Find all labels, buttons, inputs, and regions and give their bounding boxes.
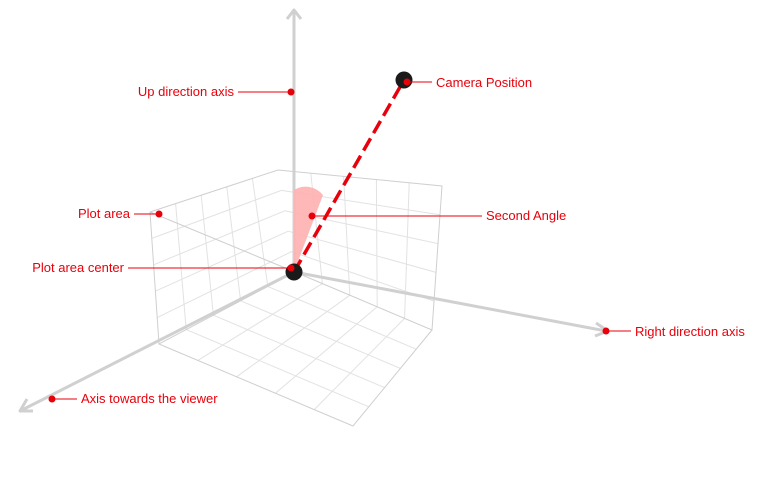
callout-right-axis: Right direction axis	[602, 324, 745, 339]
back-left-grid-line	[226, 186, 242, 301]
callout-plot-area: Plot area	[78, 206, 163, 221]
floor-grid-line	[197, 283, 323, 361]
camera-line	[292, 79, 406, 273]
back-left-grid-line	[153, 210, 285, 266]
floor-outline	[158, 329, 433, 427]
back-right-grid-line	[343, 176, 351, 296]
back-left-grid-line	[155, 230, 289, 292]
floor-grid-line	[313, 318, 405, 410]
floor-grid-line	[267, 285, 417, 350]
back-left-grid-line	[200, 195, 214, 316]
callout-second-angle: Second Angle	[308, 208, 566, 223]
callout-plot-area-label: Plot area	[78, 206, 131, 221]
viewer-axis	[18, 270, 295, 413]
callout-plot-area-center-label: Plot area center	[32, 260, 124, 275]
floor-grid-line	[275, 306, 378, 394]
back-panel-outline	[149, 169, 443, 331]
callout-viewer-axis: Axis towards the viewer	[48, 391, 218, 406]
second-angle-wedge	[294, 186, 323, 272]
floor-grid-line	[186, 329, 369, 408]
left-panel-outline	[149, 211, 296, 345]
floor-grid-line	[236, 294, 351, 378]
floor-grid-line	[213, 314, 385, 389]
back-left-grid-line	[156, 251, 292, 319]
plot-area-center-point	[285, 263, 303, 281]
callout-camera-position: Camera Position	[403, 75, 532, 90]
callout-right-axis-label: Right direction axis	[635, 324, 745, 339]
back-right-grid-line	[375, 179, 378, 307]
back-right-grid-line	[404, 182, 410, 319]
right-direction-axis	[293, 270, 610, 338]
back-left-grid-line	[175, 203, 187, 330]
camera-position-point	[395, 71, 413, 89]
plot-box-grid	[151, 173, 441, 410]
floor-grid-line	[240, 300, 401, 369]
callout-camera-position-label: Camera Position	[436, 75, 532, 90]
callout-up-axis: Up direction axis	[138, 84, 295, 99]
callout-up-axis-label: Up direction axis	[138, 84, 235, 99]
callout-second-angle-label: Second Angle	[486, 208, 566, 223]
callout-viewer-axis-label: Axis towards the viewer	[81, 391, 218, 406]
back-left-grid-line	[151, 189, 282, 239]
callout-plot-area-center: Plot area center	[32, 260, 295, 275]
back-right-grid-line	[288, 230, 437, 273]
